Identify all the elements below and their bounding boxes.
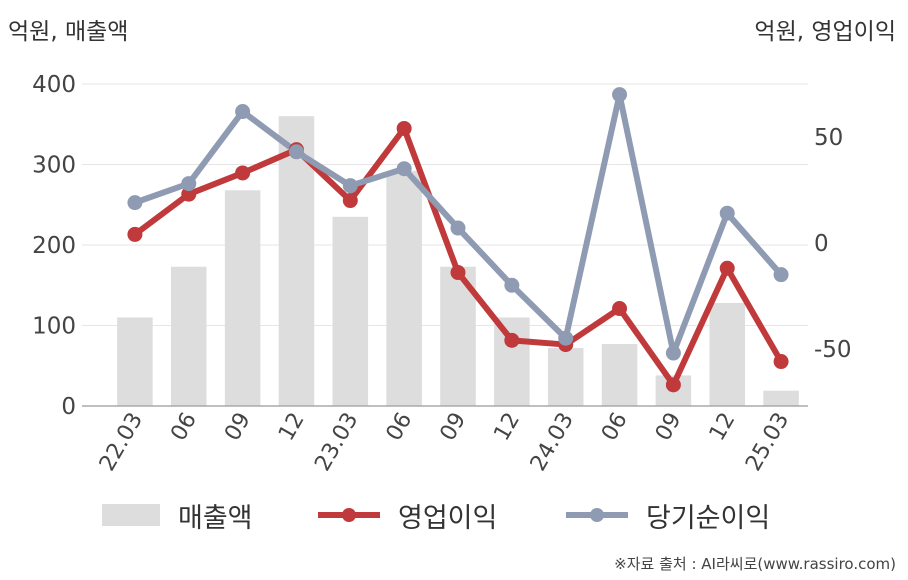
point-net-income [719,205,735,221]
x-axis-tick-label: 23.03 [310,409,363,476]
x-axis-tick-label: 25.03 [741,409,794,476]
legend: 매출액 영업이익 당기순이익 [0,492,908,538]
point-operating-profit [450,265,466,281]
x-axis-tick-label: 12 [274,409,310,446]
bar-sales [386,170,422,406]
x-axis-tick-label: 09 [651,409,687,446]
bar-sales [763,390,799,406]
legend-label-net-income: 당기순이익 [646,502,771,534]
legend-item-sales[interactable]: 매출액 [102,492,253,538]
point-net-income [665,345,681,361]
point-operating-profit [127,226,143,242]
line-layer [127,87,789,393]
point-net-income [288,144,304,160]
point-net-income [558,330,574,346]
point-operating-profit [396,120,412,136]
point-net-income [235,104,251,120]
legend-label-operating-profit: 영업이익 [398,502,498,534]
left-axis-tick-label: 300 [32,153,76,179]
x-axis-tick-label: 12 [705,409,741,446]
right-axis-unit: 억원, 영업이익 [754,19,896,45]
bar-sales [494,317,530,406]
left-axis-tick-label: 0 [61,394,76,420]
right-axis-tick-label: 50 [814,125,843,151]
bar-sales [332,216,369,406]
legend-item-net-income[interactable]: 당기순이익 [566,492,770,538]
point-net-income [181,176,197,192]
source-note: ※자료 출처 : AI라씨로(www.rassiro.com) [614,555,896,573]
legend-swatch-net-income [566,504,628,526]
bar-layer [117,116,799,406]
legend-swatch-sales [102,504,160,526]
bar-sales [547,348,584,406]
point-net-income [612,87,628,103]
right-axis-tick-label: 0 [814,231,829,257]
point-operating-profit [773,354,789,370]
point-operating-profit [342,193,358,209]
x-axis-tick-label: 06 [597,409,633,446]
right-axis-tick-label: -50 [814,337,852,363]
x-axis-tick-label: 12 [489,409,525,446]
x-axis-tick-label: 06 [166,409,202,446]
point-operating-profit [504,332,520,348]
bar-sales [171,266,207,406]
point-operating-profit [719,260,735,276]
point-operating-profit [612,301,628,317]
x-axis-tick-label: 22.03 [95,409,148,476]
point-net-income [396,161,412,177]
bar-sales [601,344,638,406]
left-axis-tick-label: 400 [32,72,76,98]
point-net-income [504,277,520,293]
point-net-income [450,220,466,236]
left-axis-tick-label: 200 [32,233,76,259]
point-net-income [342,178,358,194]
legend-swatch-operating-profit [318,504,380,526]
bar-sales [117,317,153,406]
bar-sales [709,302,745,406]
legend-item-operating-profit[interactable]: 영업이익 [318,492,497,538]
legend-label-sales: 매출액 [178,502,253,534]
point-operating-profit [181,186,197,202]
x-axis-tick-label: 09 [436,409,472,446]
point-operating-profit [235,165,251,181]
left-axis-tick-label: 100 [32,314,76,340]
x-axis-tick-label: 09 [220,409,256,446]
x-axis-tick-label: 06 [382,409,418,446]
point-net-income [773,267,789,283]
bar-sales [224,190,261,406]
x-axis-tick-label: 24.03 [526,409,579,476]
point-operating-profit [665,377,681,393]
point-net-income [127,195,143,211]
left-axis-unit: 억원, 매출액 [8,19,129,45]
